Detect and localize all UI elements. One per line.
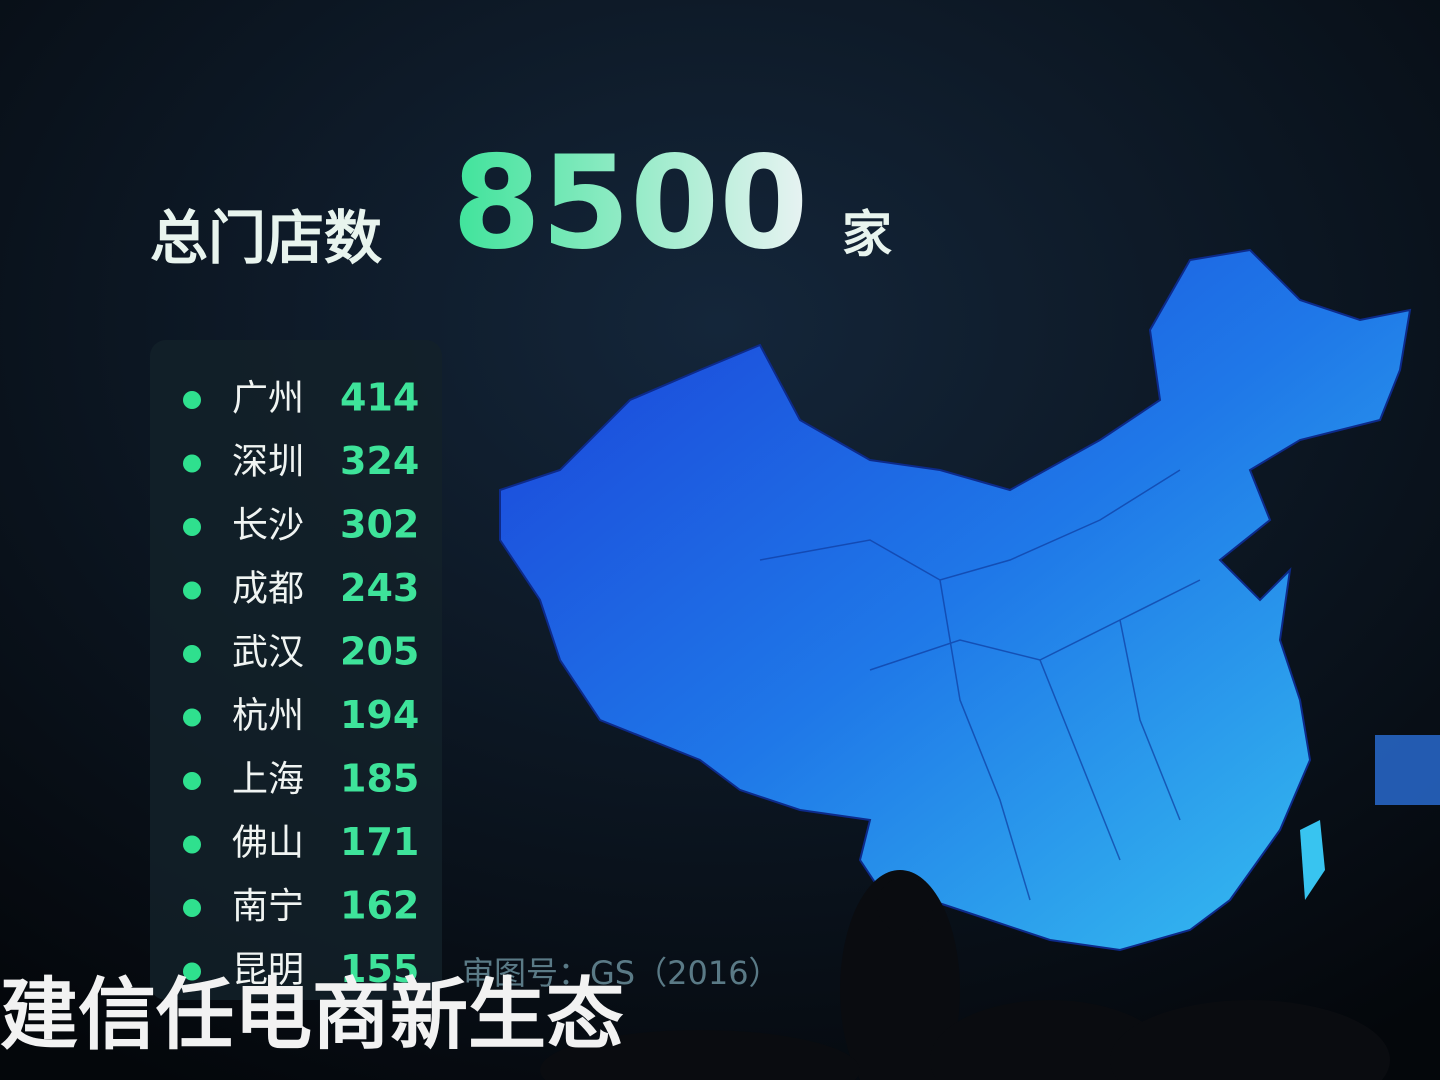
city-count: 162 [340, 884, 419, 928]
city-count: 194 [340, 693, 419, 737]
store-label: 总门店数 [150, 204, 382, 272]
city-name: 长沙 [232, 505, 304, 546]
city-name: 武汉 [232, 632, 304, 673]
city-count: 171 [340, 820, 419, 864]
store-number: 8500 [452, 129, 808, 278]
bullet [183, 518, 201, 536]
inset-map [1375, 735, 1440, 805]
city-name: 杭州 [232, 696, 304, 737]
city-panel [150, 340, 442, 1000]
bullet [183, 391, 201, 409]
bullet [183, 645, 201, 663]
city-name: 南宁 [232, 886, 304, 927]
bullet [183, 899, 201, 917]
china-map [499, 248, 1412, 952]
city-count: 205 [340, 630, 419, 674]
city-list: 广州 414 深圳 324 长沙 302 成都 243 武汉 205 杭州 194 上海 185 佛山 171… [183, 376, 419, 991]
city-name: 上海 [232, 759, 304, 800]
bullet [183, 581, 201, 600]
banner: 建信任电商新生态 [0, 970, 624, 1060]
city-name: 昆明 [232, 950, 304, 991]
city-name: 佛山 [232, 823, 304, 864]
city-count: 302 [340, 503, 419, 547]
city-name: 成都 [232, 569, 304, 610]
city-count: 243 [340, 566, 419, 610]
bullet [183, 962, 201, 981]
city-count: 324 [340, 439, 419, 483]
city-count: 185 [340, 757, 419, 801]
map-region-lines [759, 469, 1201, 901]
bullet [183, 835, 201, 854]
city-count: 414 [340, 376, 419, 420]
bullet [183, 772, 201, 790]
map-approval-note: 审图号：GS（2016） [462, 954, 781, 992]
audience [540, 870, 1390, 1080]
store-unit: 家 [842, 206, 892, 264]
city-name: 深圳 [232, 442, 304, 483]
bullet [183, 708, 201, 727]
city-name: 广州 [232, 378, 304, 419]
taiwan [1300, 820, 1325, 900]
bullet [183, 454, 201, 473]
city-count: 155 [340, 947, 419, 991]
